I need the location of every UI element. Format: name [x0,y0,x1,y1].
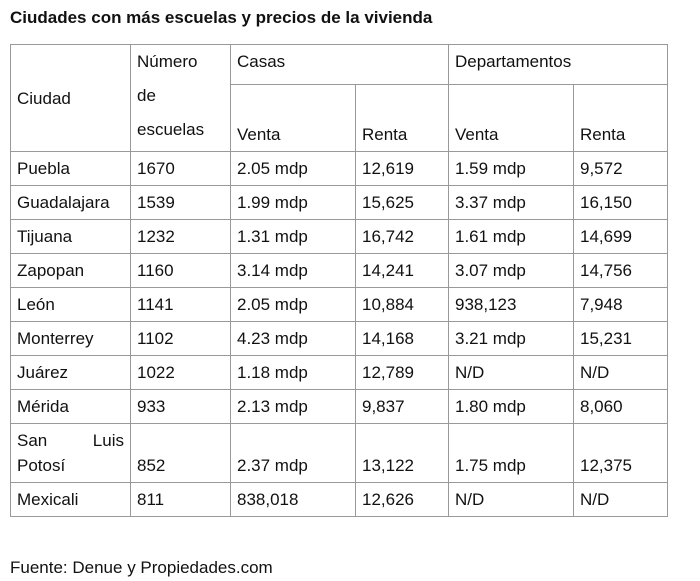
value-cell: 811 [130,482,231,517]
value-cell: 1022 [130,355,231,390]
value-cell: N/D [448,482,574,517]
value-cell: 1.59 mdp [448,151,574,186]
value-cell: 2.05 mdp [230,151,356,186]
value-cell: 16,150 [573,185,668,220]
value-cell: 9,837 [355,389,449,424]
table-row: Guadalajara 1539 1.99 mdp 15,625 3.37 mdp 16,… [10,185,668,220]
header-cell: Departamentos [448,43,668,86]
city-cell: León [10,287,131,322]
table-body: Puebla 1670 2.05 mdp 12,619 1.59 mdp 9,572 Gua… [10,151,668,517]
value-cell: 8,060 [573,389,668,424]
header-text: Número de escuelas [137,52,205,139]
subheader-row: Venta Renta Venta Renta [11,84,668,152]
table-row: Mexicali 811 838,018 12,626 N/D N/D [10,482,668,517]
subheader-cell: Renta [573,84,668,152]
table-row: Zapopan 1160 3.14 mdp 14,241 3.07 mdp 14,756 [10,253,668,288]
city-cell: Mérida [10,389,131,424]
city-cell: Monterrey [10,321,131,356]
value-cell: 1141 [130,287,231,322]
table-row: Puebla 1670 2.05 mdp 12,619 1.59 mdp 9,572 [10,151,668,186]
city-cell: Puebla [10,151,131,186]
table-row: San Luis Potosí 852 2.37 mdp 13,122 1.75 mdp… [10,423,668,483]
value-cell: 14,241 [355,253,449,288]
value-cell: 1.80 mdp [448,389,574,424]
table-row: Tijuana 1232 1.31 mdp 16,742 1.61 mdp 14,699 [10,219,668,254]
source: Fuente: Denue y Propiedades.com [10,558,273,577]
table-row: Monterrey 1102 4.23 mdp 14,168 3.21 mdp 15,23… [10,321,668,356]
value-cell: 12,375 [573,423,668,483]
value-cell: 15,231 [573,321,668,356]
value-cell: 7,948 [573,287,668,322]
value-cell: 4.23 mdp [230,321,356,356]
value-cell: 938,123 [448,287,574,322]
header-cell: Casas [230,43,449,86]
value-cell: 1.75 mdp [448,423,574,483]
value-cell: 2.05 mdp [230,287,356,322]
city-cell: Guadalajara [10,185,131,220]
subheader-cell: Venta [448,84,574,152]
value-cell: N/D [573,355,668,390]
value-cell: 15,625 [355,185,449,220]
value-cell: 10,884 [355,287,449,322]
value-cell: 9,572 [573,151,668,186]
header-cell: Número de escuelas [130,44,231,152]
subheader-cell: Venta [230,84,356,152]
value-cell: 14,168 [355,321,449,356]
table-row: Mérida 933 2.13 mdp 9,837 1.80 mdp 8,060 [10,389,668,424]
city-cell: San Luis Potosí [10,423,131,483]
value-cell: 14,699 [573,219,668,254]
value-cell: 1.99 mdp [230,185,356,220]
subheader-cell: Renta [355,84,449,152]
value-cell: 12,789 [355,355,449,390]
value-cell: 2.13 mdp [230,389,356,424]
data-table: Ciudad Número de escuelas Casas Departam… [10,43,668,517]
value-cell: N/D [448,355,574,390]
value-cell: 1.61 mdp [448,219,574,254]
value-cell: 1670 [130,151,231,186]
value-cell: 3.21 mdp [448,321,574,356]
value-cell: 1.31 mdp [230,219,356,254]
value-cell: 16,742 [355,219,449,254]
title: Ciudades con más escuelas y precios de l… [10,8,433,27]
city-cell: Mexicali [10,482,131,517]
value-cell: 13,122 [355,423,449,483]
header-cell: Ciudad [10,44,131,152]
value-cell: 3.37 mdp [448,185,574,220]
value-cell: N/D [573,482,668,517]
value-cell: 12,619 [355,151,449,186]
table-row: Juárez 1022 1.18 mdp 12,789 N/D N/D [10,355,668,390]
value-cell: 1160 [130,253,231,288]
value-cell: 3.07 mdp [448,253,574,288]
value-cell: 12,626 [355,482,449,517]
value-cell: 1.18 mdp [230,355,356,390]
value-cell: 852 [130,423,231,483]
value-cell: 1232 [130,219,231,254]
value-cell: 2.37 mdp [230,423,356,483]
value-cell: 14,756 [573,253,668,288]
city-cell: Zapopan [10,253,131,288]
value-cell: 1539 [130,185,231,220]
table-row: León 1141 2.05 mdp 10,884 938,123 7,948 [10,287,668,322]
value-cell: 933 [130,389,231,424]
value-cell: 838,018 [230,482,356,517]
city-cell: Juárez [10,355,131,390]
value-cell: 1102 [130,321,231,356]
city-cell: Tijuana [10,219,131,254]
value-cell: 3.14 mdp [230,253,356,288]
